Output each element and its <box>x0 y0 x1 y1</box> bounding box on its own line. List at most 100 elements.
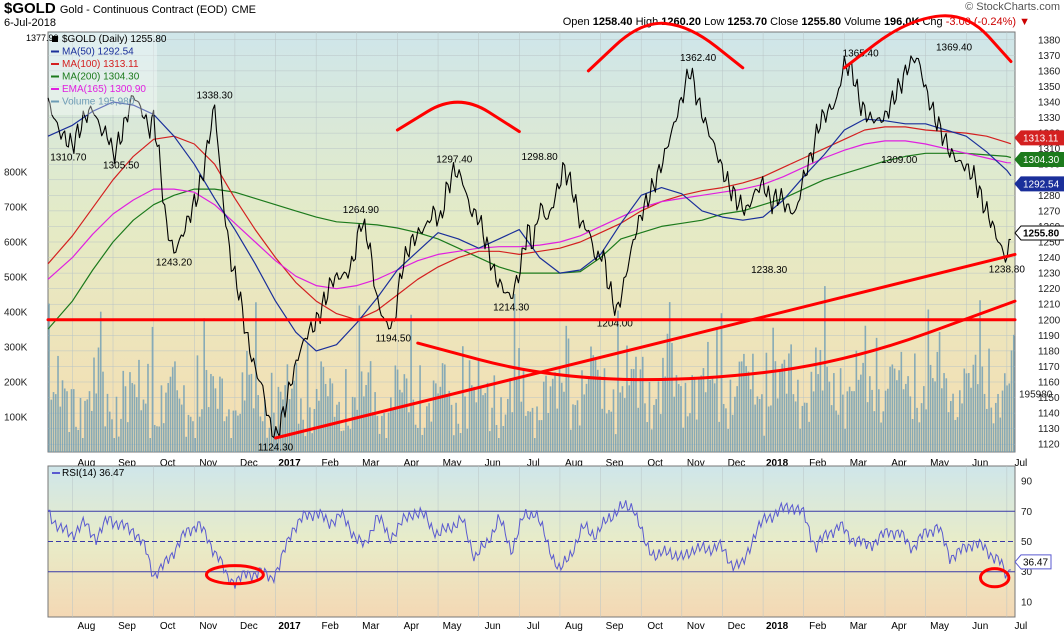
volume-bar <box>565 325 568 452</box>
price-annotation: 1264.90 <box>343 205 380 216</box>
volume-bar <box>205 369 208 452</box>
volume-bar <box>842 394 844 452</box>
volume-bar <box>423 427 426 452</box>
open-value: 1258.40 <box>592 16 633 28</box>
volume-bar <box>657 381 660 452</box>
volume-bar <box>410 314 412 452</box>
volume-bar <box>459 433 462 452</box>
price-annotation: 1194.50 <box>376 333 412 344</box>
x-tick-label: 2018 <box>766 458 789 469</box>
volume-bar <box>967 373 970 452</box>
close-label: Close <box>770 16 799 28</box>
volume-bar <box>376 415 379 452</box>
volume-bar <box>644 403 646 452</box>
volume-bar <box>774 361 777 452</box>
volume-bar <box>655 399 658 452</box>
y-tick-label: 1340 <box>1038 98 1061 109</box>
chart-title: $GOLD Gold - Continuous Contract (EOD) C… <box>4 0 256 17</box>
volume-bar <box>970 387 972 452</box>
volume-tick-label: 700K <box>4 203 28 214</box>
volume-bar <box>488 431 491 452</box>
trendline-annotation <box>416 299 1017 382</box>
rsi-x-tick-label: May <box>930 621 949 632</box>
volume-bar <box>988 348 990 452</box>
volume-bar <box>1012 334 1015 452</box>
volume-bar <box>509 378 511 452</box>
rsi-x-tick-label: Apr <box>404 621 420 632</box>
volume-bar <box>529 411 532 452</box>
volume-bar <box>691 375 693 452</box>
rsi-x-tick-label: Apr <box>891 621 907 632</box>
volume-bar <box>666 333 669 452</box>
volume-bar <box>783 359 786 452</box>
last-value-tag-label: 1255.80 <box>1023 228 1060 239</box>
volume-bar <box>567 338 570 452</box>
volume-bar <box>511 412 514 452</box>
volume-bar <box>520 401 523 452</box>
legend-entry: MA(200) 1304.30 <box>62 72 140 83</box>
x-tick-label: Sep <box>118 458 136 469</box>
volume-bar <box>549 386 552 452</box>
volume-bar <box>214 388 217 452</box>
volume-bar <box>788 353 790 452</box>
volume-bar <box>689 413 691 452</box>
volume-bar <box>830 405 833 452</box>
volume-bar <box>929 364 932 452</box>
volume-bar <box>709 379 711 452</box>
volume-bar <box>720 313 723 452</box>
trendline-annotation <box>395 100 521 134</box>
volume-bar <box>801 405 804 452</box>
y-tick-label: 1360 <box>1038 66 1061 77</box>
last-value-tag-label: 1292.54 <box>1023 179 1060 190</box>
volume-bar <box>900 351 903 452</box>
volume-bar <box>716 327 718 452</box>
volume-bar <box>72 389 75 452</box>
volume-bar <box>749 389 752 452</box>
volume-bar <box>291 388 293 452</box>
volume-bar <box>183 385 185 452</box>
rsi-x-tick-label: Jun <box>972 621 988 632</box>
volume-bar <box>569 429 572 452</box>
volume-bar <box>185 436 188 452</box>
volume-bar <box>999 417 1002 452</box>
volume-bar <box>985 408 988 452</box>
volume-bar <box>192 421 194 452</box>
volume-bar <box>347 425 349 452</box>
last-value-tag <box>1014 176 1064 192</box>
volume-bar <box>959 390 961 452</box>
last-value-tag <box>1014 130 1064 146</box>
legend-entry: Volume 195,980 <box>62 97 135 108</box>
volume-bar <box>439 386 442 452</box>
volume-tick-label: 300K <box>4 343 28 354</box>
x-tick-label: Jul <box>1014 458 1027 469</box>
volume-bar <box>614 434 617 452</box>
volume-tick-label: 500K <box>4 273 28 284</box>
y-tick-label: 1130 <box>1038 424 1060 435</box>
volume-bar <box>149 438 152 452</box>
x-tick-label: Feb <box>809 458 827 469</box>
volume-bar <box>1003 373 1006 452</box>
volume-bar <box>524 415 527 452</box>
volume-bar <box>426 406 428 452</box>
stockcharts-logo[interactable]: © StockCharts.com <box>965 1 1060 13</box>
price-annotation: 1238.30 <box>751 265 788 276</box>
volume-bar <box>936 351 939 452</box>
volume-bar <box>837 414 840 452</box>
volume-bar <box>952 393 954 452</box>
y-tick-label: 1210 <box>1038 300 1061 311</box>
volume-bar <box>866 402 869 452</box>
open-label: Open <box>562 16 590 28</box>
volume-bar <box>169 376 172 452</box>
volume-bar <box>799 428 801 452</box>
volume-bar <box>965 373 968 452</box>
volume-bar <box>104 426 107 452</box>
x-tick-label: Dec <box>728 458 746 469</box>
legend-entry: MA(100) 1313.11 <box>62 59 139 70</box>
volume-bar <box>711 377 714 452</box>
volume-bar <box>421 434 424 452</box>
volume-bar <box>763 435 765 452</box>
rsi-panel: 10 30 50 70 90 36.47 RSI(14) 36.47 Aug Sep Oct Nov… <box>47 465 1052 632</box>
x-tick-label: Jun <box>972 458 988 469</box>
volume-bar <box>956 417 959 452</box>
